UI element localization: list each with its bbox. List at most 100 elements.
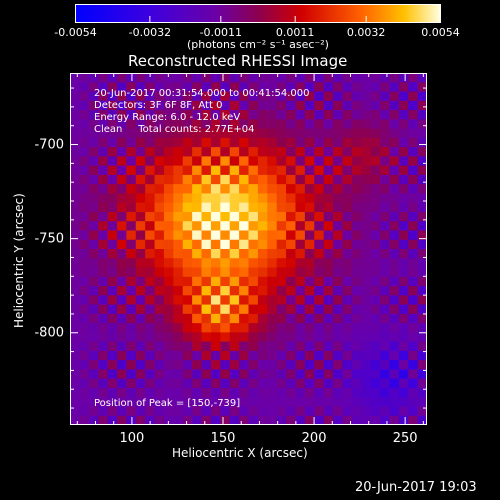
- heatmap-cell: [370, 304, 381, 315]
- heatmap-cell: [126, 100, 137, 111]
- heatmap-cell: [116, 82, 127, 92]
- heatmap-cell: [145, 119, 155, 129]
- heatmap-cell: [229, 119, 240, 129]
- heatmap-cell: [267, 286, 278, 296]
- heatmap-cell: [304, 230, 315, 241]
- heatmap-cell: [192, 73, 202, 83]
- heatmap-cell: [79, 313, 90, 324]
- heatmap-cell: [304, 258, 315, 268]
- heatmap-cell: [163, 100, 174, 111]
- heatmap-cell: [351, 165, 362, 176]
- heatmap-cell: [408, 156, 418, 167]
- heatmap-cell: [116, 350, 127, 361]
- heatmap-cell: [295, 100, 306, 111]
- heatmap-cell: [408, 202, 418, 213]
- heatmap-cell: [229, 147, 240, 157]
- heatmap-cell: [173, 211, 184, 222]
- heatmap-cell: [107, 73, 118, 83]
- heatmap-cell: [239, 258, 249, 268]
- heatmap-cell: [286, 360, 296, 370]
- heatmap-cell: [145, 221, 155, 231]
- heatmap-cell: [333, 91, 343, 102]
- heatmap-cell: [220, 128, 231, 139]
- heatmap-cell: [351, 286, 362, 296]
- heatmap-cell: [220, 249, 231, 259]
- heatmap-cell: [201, 137, 212, 148]
- heatmap-cell: [210, 323, 221, 333]
- heatmap-cell: [370, 249, 381, 259]
- heatmap-cell: [163, 128, 174, 139]
- heatmap-cell: [342, 82, 353, 92]
- heatmap-cell: [239, 221, 249, 231]
- heatmap-cell: [417, 360, 427, 370]
- heatmap-cell: [135, 73, 146, 83]
- heatmap-cell: [380, 239, 390, 250]
- heatmap-cell: [333, 249, 343, 259]
- heatmap-cell: [126, 193, 137, 204]
- heatmap-cell: [361, 73, 372, 83]
- heatmap-cell: [98, 184, 108, 194]
- heatmap-cell: [342, 295, 353, 305]
- heatmap-cell: [239, 91, 249, 102]
- heatmap-cell: [342, 397, 353, 407]
- heatmap-cell: [351, 73, 362, 83]
- heatmap-cell: [88, 369, 99, 380]
- heatmap-cell: [210, 397, 221, 407]
- heatmap-cell: [210, 249, 221, 259]
- heatmap-cell: [248, 221, 259, 231]
- heatmap-cell: [314, 174, 325, 185]
- heatmap-cell: [248, 286, 259, 296]
- heatmap-cell: [398, 378, 409, 389]
- heatmap-cell: [361, 174, 372, 185]
- heatmap-cell: [192, 82, 202, 92]
- heatmap-cell: [417, 415, 427, 425]
- heatmap-cell: [398, 249, 409, 259]
- heatmap-cell: [389, 276, 400, 287]
- heatmap-cell: [257, 286, 268, 296]
- heatmap-cell: [210, 100, 221, 111]
- heatmap-cell: [98, 221, 108, 231]
- heatmap-cell: [267, 323, 278, 333]
- heatmap-cell: [88, 332, 99, 343]
- heatmap-cell: [351, 147, 362, 157]
- heatmap-cell: [163, 202, 174, 213]
- heatmap-cell: [398, 360, 409, 370]
- heatmap-cell: [398, 165, 409, 176]
- heatmap-cell: [370, 165, 381, 176]
- heatmap-cell: [135, 137, 146, 148]
- heatmap-cell: [408, 239, 418, 250]
- heatmap-cell: [417, 295, 427, 305]
- heatmap-cell: [304, 239, 315, 250]
- heatmap-cell: [220, 350, 231, 361]
- heatmap-image: [70, 73, 427, 425]
- heatmap-cell: [398, 276, 409, 287]
- colorbar-tick-label: 0.0011: [275, 26, 315, 39]
- heatmap-cell: [333, 304, 343, 315]
- heatmap-cell: [286, 397, 296, 407]
- heatmap-cell: [267, 350, 278, 361]
- heatmap-cell: [333, 378, 343, 389]
- heatmap-cell: [342, 202, 353, 213]
- heatmap-cell: [229, 193, 240, 204]
- heatmap-cell: [192, 211, 202, 222]
- heatmap-cell: [417, 221, 427, 231]
- heatmap-cell: [351, 249, 362, 259]
- heatmap-cell: [398, 147, 409, 157]
- heatmap-cell: [154, 110, 165, 120]
- heatmap-cell: [417, 100, 427, 111]
- heatmap-cell: [107, 387, 118, 398]
- heatmap-cell: [248, 313, 259, 324]
- heatmap-cell: [135, 267, 146, 278]
- heatmap-cell: [145, 369, 155, 380]
- heatmap-cell: [173, 100, 184, 111]
- heatmap-cell: [323, 230, 334, 241]
- x-tick-label: 250: [392, 431, 418, 446]
- heatmap-cell: [145, 415, 155, 425]
- heatmap-cell: [145, 82, 155, 92]
- heatmap-cell: [389, 286, 400, 296]
- heatmap-cell: [248, 332, 259, 343]
- heatmap-cell: [342, 286, 353, 296]
- heatmap-cell: [361, 221, 372, 231]
- heatmap-cell: [398, 286, 409, 296]
- heatmap-cell: [248, 267, 259, 278]
